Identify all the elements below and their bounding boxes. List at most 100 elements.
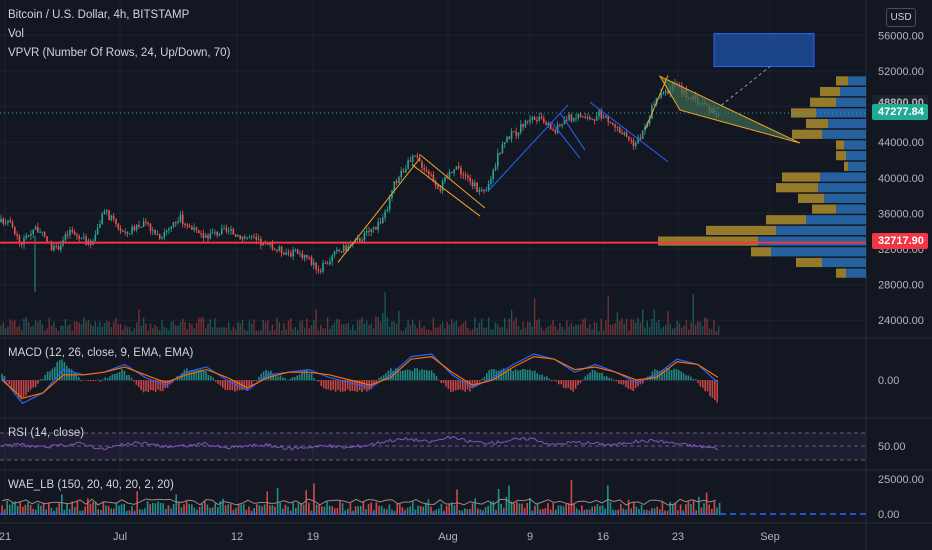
volume-bar bbox=[356, 320, 359, 335]
volume-bar bbox=[711, 329, 713, 335]
macd-histogram-bar bbox=[541, 374, 543, 381]
volume-bar bbox=[60, 325, 62, 335]
wae-bar bbox=[224, 505, 227, 515]
volume-bar bbox=[23, 318, 25, 335]
drawing-tools[interactable] bbox=[0, 33, 866, 263]
rsi-pane bbox=[0, 432, 866, 461]
volume-indicator-label[interactable]: Vol bbox=[8, 28, 24, 40]
currency-button[interactable]: USD bbox=[886, 8, 916, 27]
price-axis-tick-label: 44000.00 bbox=[878, 137, 924, 149]
candle-body bbox=[632, 140, 635, 147]
vpvr-down-bar bbox=[766, 215, 806, 225]
candle-body bbox=[184, 224, 186, 226]
macd-histogram-bar bbox=[238, 380, 241, 391]
candle-body bbox=[80, 237, 83, 239]
volume-bar bbox=[228, 322, 230, 335]
candle-body bbox=[414, 155, 416, 157]
wae-bar bbox=[435, 509, 437, 515]
wae-bar bbox=[167, 505, 170, 515]
macd-histogram-bar bbox=[546, 376, 548, 381]
macd-histogram-bar bbox=[699, 380, 702, 387]
candle-body bbox=[255, 237, 258, 240]
macd-histogram-bar bbox=[637, 380, 639, 387]
macd-histogram-bar bbox=[248, 380, 250, 388]
wae-bar bbox=[588, 509, 591, 515]
candle-body bbox=[543, 118, 545, 123]
macd-histogram-bar bbox=[301, 372, 303, 381]
macd-histogram-bar bbox=[157, 380, 159, 390]
macd-histogram-bar bbox=[382, 375, 385, 381]
wae-bar bbox=[188, 504, 190, 515]
volume-bar bbox=[448, 324, 451, 335]
volume-bar bbox=[106, 320, 108, 335]
candle-body bbox=[575, 118, 577, 120]
macd-histogram-bar bbox=[82, 379, 85, 381]
volume-bar bbox=[147, 330, 149, 335]
wae-bar bbox=[456, 489, 458, 515]
price-axis[interactable]: 56000.0052000.0048000.0044000.0040000.00… bbox=[878, 30, 924, 521]
candle-body bbox=[662, 92, 665, 94]
wae-bar bbox=[105, 505, 107, 515]
candle-body bbox=[0, 218, 2, 223]
macd-histogram-bar bbox=[442, 380, 445, 383]
volume-bar bbox=[701, 325, 704, 335]
candle-body bbox=[361, 240, 363, 242]
wae-bar bbox=[682, 510, 684, 515]
macd-histogram-bar bbox=[517, 370, 519, 381]
candle-body bbox=[660, 92, 662, 98]
volume-bar bbox=[248, 320, 251, 335]
wae-bar bbox=[141, 509, 144, 515]
candle-body bbox=[299, 253, 301, 255]
macd-histogram-bar bbox=[692, 378, 694, 381]
macd-histogram-bar bbox=[277, 376, 279, 381]
macd-histogram-bar bbox=[260, 373, 262, 381]
candle-body bbox=[283, 252, 285, 255]
candle-body bbox=[609, 121, 612, 124]
wae-bar bbox=[282, 508, 284, 515]
macd-histogram-bar bbox=[284, 378, 286, 381]
wae-bar bbox=[534, 505, 536, 515]
candle-body bbox=[154, 229, 156, 235]
wae-bar bbox=[685, 504, 687, 515]
macd-histogram-bar bbox=[385, 373, 387, 381]
candle-body bbox=[244, 236, 246, 238]
wae-title[interactable]: WAE_LB (150, 20, 40, 20, 2, 20) bbox=[8, 479, 174, 491]
last-price-tag: 47277.84 bbox=[872, 104, 928, 120]
candle-body bbox=[218, 234, 221, 236]
macd-histogram-bar bbox=[550, 380, 553, 382]
symbol-title[interactable]: Bitcoin / U.S. Dollar, 4h, BITSTAMP bbox=[8, 9, 190, 21]
volume-bar bbox=[467, 328, 469, 335]
rsi-title[interactable]: RSI (14, close) bbox=[8, 427, 85, 439]
candle-body bbox=[460, 167, 462, 175]
volume-bar bbox=[432, 317, 435, 335]
wae-bar bbox=[97, 509, 99, 515]
volume-bar bbox=[430, 330, 432, 335]
vpvr-down-bar bbox=[782, 172, 820, 182]
macd-title[interactable]: MACD (12, 26, close, 9, EMA, EMA) bbox=[8, 347, 194, 359]
volume-bar bbox=[363, 323, 366, 335]
volume-bar bbox=[329, 329, 331, 335]
candle-body bbox=[214, 231, 216, 233]
volume-bar bbox=[198, 317, 200, 335]
volume-bar bbox=[331, 325, 333, 335]
volume-bar bbox=[483, 328, 485, 335]
macd-histogram-bar bbox=[133, 380, 135, 382]
candle-body bbox=[209, 233, 212, 239]
macd-histogram-bar bbox=[435, 375, 438, 381]
volume-bar bbox=[501, 326, 504, 335]
time-axis[interactable]: 21 Jul 12 19 Aug 9 16 23 Sep bbox=[0, 531, 780, 543]
volume-bar bbox=[598, 330, 600, 335]
wae-bar bbox=[175, 494, 177, 515]
volume-bar bbox=[21, 329, 23, 335]
vpvr-indicator-label[interactable]: VPVR (Number Of Rows, 24, Up/Down, 70) bbox=[8, 47, 231, 59]
volume-bar bbox=[361, 317, 363, 335]
volume-bar bbox=[494, 322, 497, 335]
candle-body bbox=[96, 227, 99, 235]
macd-histogram-bar bbox=[286, 379, 289, 381]
volume-bar bbox=[685, 320, 688, 335]
wae-bar bbox=[71, 501, 73, 515]
volume-bar bbox=[67, 325, 69, 335]
candle-body bbox=[175, 222, 177, 224]
volume-bar bbox=[552, 320, 554, 335]
